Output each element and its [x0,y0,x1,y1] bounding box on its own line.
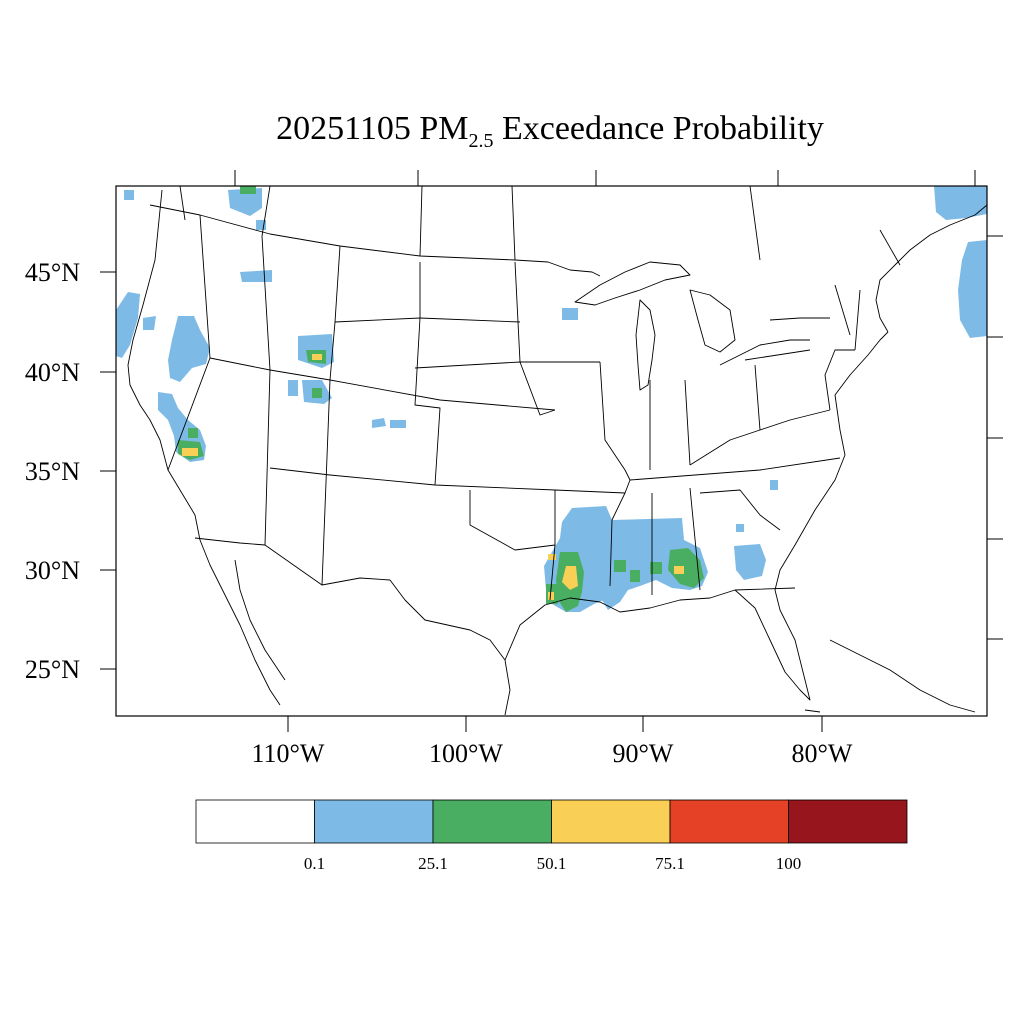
region-yellow-texas-small [548,554,556,560]
region-green-alabama [668,548,704,588]
colorbar-labels: 0.1 25.1 50.1 75.1 100 [304,854,801,873]
colorbar-label-0-1: 0.1 [304,854,325,873]
title-rest: Exceedance Probability [501,110,824,147]
state-lines-west [167,214,556,586]
region-yellow-sierra [182,448,198,456]
colorbar-label-50-1: 50.1 [537,854,567,873]
region-northern-california [168,316,210,382]
lat-label-45: 45°N [25,258,80,287]
great-lakes-erie-ontario [719,317,830,366]
colorbar-swatch-6 [788,799,908,844]
colorbar-swatch-3 [432,799,552,844]
baja-california [199,539,286,706]
great-lakes-superior [574,261,691,306]
region-green-alberta [240,186,256,194]
region-bc-dot [124,190,134,200]
colorbar-swatch-5 [669,799,789,844]
region-yellow-alabama [674,566,684,574]
mexico-border [194,537,506,661]
region-pacific-northwest-blob [143,316,156,330]
region-montana [240,270,272,282]
colorbar-swatch-4 [551,799,671,844]
florida-keys-cuba [804,639,976,713]
lon-label-80: 80°W [792,739,853,768]
state-lines-east [629,284,861,595]
map-boundaries [127,186,987,716]
great-lakes-huron [689,289,736,353]
state-lines-central [414,261,691,601]
colorbar-label-25-1: 25.1 [418,854,448,873]
title-species-subscript: 2.5 [468,129,494,152]
region-southern-georgia [734,544,766,580]
colorbar-label-100: 100 [776,854,802,873]
great-lakes-michigan [635,299,656,391]
longitude-labels: 110°W 100°W 90°W 80°W [252,739,853,768]
region-georgia-small [736,524,744,532]
latitude-labels: 45°N 40°N 35°N 30°N 25°N [25,258,80,684]
us-pacific-coast [127,189,201,541]
axis-ticks [100,170,1003,732]
region-pacific-northwest-coast [116,292,140,358]
region-wisconsin [562,308,578,320]
region-yellow-texas [562,566,578,590]
gulf-coast [504,331,889,701]
region-idaho-small [288,380,298,396]
probability-layer [116,186,987,612]
canada-us-border [149,204,601,277]
region-quebec-north [934,186,987,220]
region-yellow-wyoming [312,354,322,360]
lat-label-25: 25°N [25,655,80,684]
new-england-coast [875,204,987,333]
lat-label-30: 30°N [25,556,80,585]
region-green-nevada [188,428,198,438]
canada-provinces [179,186,901,266]
lat-label-40: 40°N [25,358,80,387]
lon-label-110: 110°W [252,739,325,768]
region-green-mississippi [614,560,662,582]
title-species: PM [419,110,469,147]
colorbar-swatch-1 [195,799,315,844]
title-date: 20251105 [276,110,411,147]
region-quebec-east [958,240,987,338]
region-green-wyoming-south [312,388,322,398]
map-frame [115,185,988,717]
region-alberta [228,188,262,216]
region-nc-dot [770,480,778,490]
mexico-gulf-coast [504,659,511,716]
colorbar [195,799,908,844]
lon-label-90: 90°W [613,739,674,768]
colorbar-label-75-1: 75.1 [655,854,685,873]
lon-label-100: 100°W [429,739,503,768]
colorbar-swatch-2 [314,799,434,844]
map-title: 20251105 PM2.5 Exceedance Probability [0,110,1024,153]
region-colorado-specks [372,418,406,428]
region-yellow-louisiana [548,592,554,600]
lat-label-35: 35°N [25,457,80,486]
